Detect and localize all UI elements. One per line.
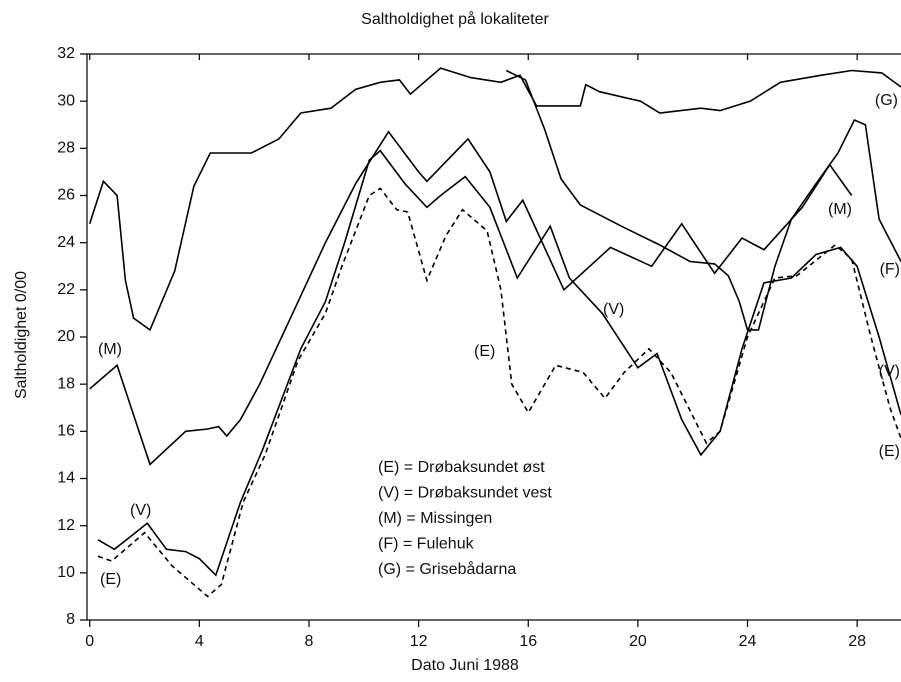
- curve-label: (V): [130, 502, 151, 519]
- series-line: [97, 149, 901, 577]
- x-tick-label: 28: [848, 633, 866, 650]
- y-tick-label: 24: [57, 234, 75, 251]
- x-tick-label: 24: [739, 633, 757, 650]
- y-axis-label: Saltholdighet 0/00: [13, 271, 30, 399]
- series-line: [97, 187, 901, 598]
- curve-label: (G): [875, 92, 898, 109]
- series-line: [88, 67, 901, 332]
- curve-label: (E): [474, 343, 495, 360]
- plot-frame: [86, 53, 901, 621]
- y-tick-label: 32: [57, 45, 75, 62]
- y-tick-label: 12: [57, 517, 75, 534]
- curve-label: (E): [879, 443, 900, 460]
- legend-entry: (M) = Missingen: [378, 510, 492, 527]
- legend-entry: (V) = Drøbaksundet vest: [378, 485, 552, 502]
- series-line: [89, 130, 853, 466]
- x-tick-label: 12: [410, 633, 428, 650]
- x-tick-label: 4: [195, 633, 204, 650]
- y-tick-label: 14: [57, 470, 75, 487]
- y-tick-label: 10: [57, 564, 75, 581]
- x-tick-label: 8: [305, 633, 314, 650]
- x-tick-label: 0: [85, 633, 94, 650]
- x-axis-label: Dato Juni 1988: [411, 657, 519, 674]
- legend-entry: (E) = Drøbaksundet øst: [378, 459, 545, 476]
- y-tick-label: 26: [57, 187, 75, 204]
- y-tick-label: 16: [57, 423, 75, 440]
- curve-label: (E): [100, 571, 121, 588]
- y-tick-label: 8: [66, 611, 75, 628]
- y-tick-label: 18: [57, 375, 75, 392]
- legend-entry: (G) = Grisebådarna: [378, 560, 516, 578]
- curve-label: (M): [828, 201, 852, 218]
- x-tick-label: 16: [519, 633, 537, 650]
- curve-label: (M): [98, 341, 122, 358]
- y-tick-label: 20: [57, 328, 75, 345]
- y-tick-label: 22: [57, 281, 75, 298]
- chart-title: Saltholdighet på lokaliteter: [361, 10, 549, 28]
- curve-label: (F): [880, 261, 900, 278]
- x-tick-label: 20: [629, 633, 647, 650]
- series-line: [505, 69, 901, 331]
- y-tick-label: 28: [57, 140, 75, 157]
- legend-entry: (F) = Fulehuk: [378, 536, 475, 553]
- curve-label: (V): [603, 301, 624, 318]
- y-tick-label: 30: [57, 92, 75, 109]
- curve-label: (V): [879, 363, 900, 380]
